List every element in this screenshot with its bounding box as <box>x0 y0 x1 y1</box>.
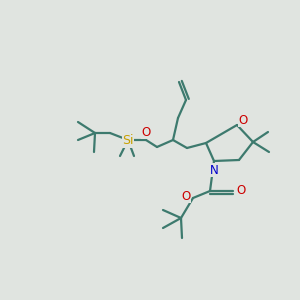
Text: O: O <box>182 190 190 202</box>
Text: Si: Si <box>122 134 134 148</box>
Text: O: O <box>141 125 151 139</box>
Text: O: O <box>238 113 247 127</box>
Text: N: N <box>210 164 218 176</box>
Text: O: O <box>236 184 246 197</box>
